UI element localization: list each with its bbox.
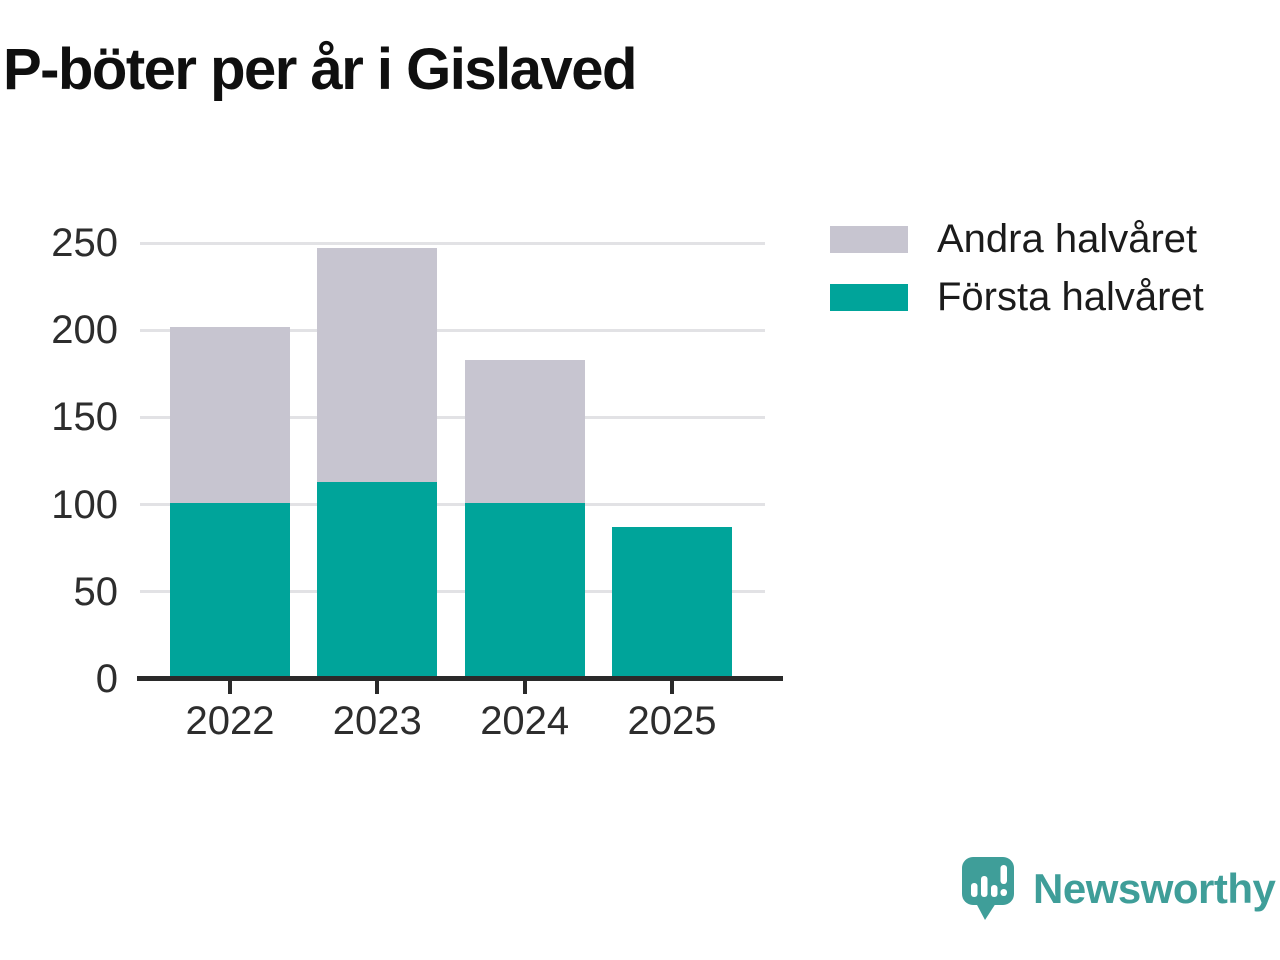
gridline — [140, 241, 765, 245]
bar-segment-2025-första — [612, 527, 732, 679]
bar-segment-2024-andra — [464, 359, 585, 503]
bar-segment-2022-andra — [170, 326, 290, 503]
legend-item-forsta-halvaret: Första halvåret — [830, 275, 1204, 319]
x-axis-label: 2023 — [332, 699, 422, 743]
x-axis-tick — [228, 681, 232, 694]
y-axis-label: 200 — [51, 308, 118, 353]
x-axis-label: 2024 — [480, 699, 570, 743]
bar-segment-2023-andra — [317, 248, 438, 482]
y-axis-label: 250 — [51, 221, 118, 265]
x-axis-tick — [375, 681, 380, 694]
y-axis-label: 100 — [51, 482, 118, 527]
x-axis-tick — [670, 681, 674, 694]
bar-segment-2023-första — [317, 481, 438, 679]
gridline — [140, 590, 765, 594]
y-axis-label: 150 — [51, 395, 118, 440]
x-axis-tick — [522, 681, 527, 694]
legend: Andra halvåret Första halvåret — [830, 217, 1204, 333]
gridline — [140, 328, 765, 332]
x-axis-label: 2025 — [627, 699, 717, 743]
x-axis-line — [137, 676, 783, 681]
legend-swatch-forsta-halvaret — [830, 283, 908, 311]
newsworthy-logo-icon — [962, 857, 1014, 920]
legend-label-forsta-halvaret: Första halvåret — [937, 274, 1204, 319]
bar-segment-2022-första — [170, 502, 290, 679]
y-axis-label: 0 — [95, 657, 118, 701]
newsworthy-branding: Newsworthy — [962, 857, 1276, 923]
legend-label-andra-halvaret: Andra halvåret — [937, 216, 1198, 261]
x-axis-label: 2022 — [185, 699, 275, 743]
chart-title: P-böter per år i Gislaved — [3, 37, 637, 102]
newsworthy-logo-text: Newsworthy — [1033, 865, 1276, 912]
y-axis-label: 50 — [73, 569, 119, 614]
gridline — [140, 415, 765, 419]
legend-swatch-andra-halvaret — [830, 225, 908, 253]
bar-segment-2024-första — [464, 502, 585, 679]
legend-item-andra-halvaret: Andra halvåret — [830, 217, 1204, 261]
gridline — [140, 503, 765, 507]
